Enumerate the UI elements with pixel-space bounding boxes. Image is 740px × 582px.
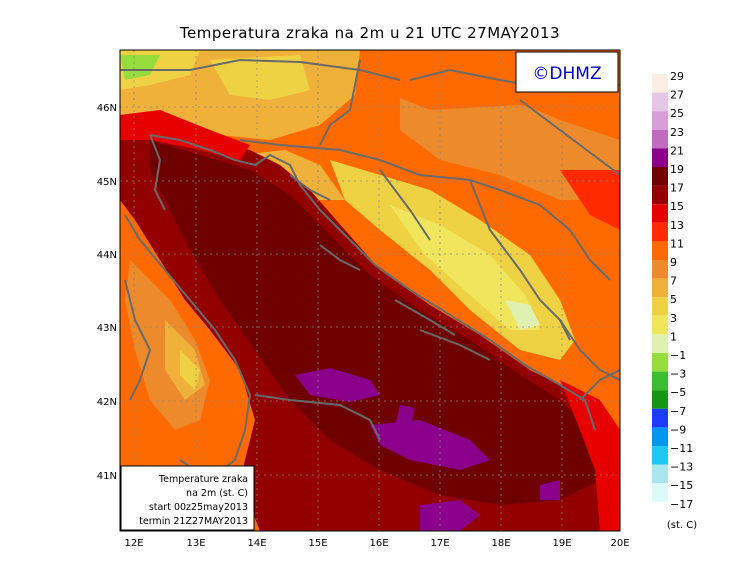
legend-label: −15 (670, 479, 693, 492)
legend-swatch (652, 148, 668, 167)
legend-swatch (652, 241, 668, 260)
map-frame (119, 49, 621, 532)
legend-swatch (652, 297, 668, 316)
legend-swatch (652, 334, 668, 353)
lon-label-13e: 13E (186, 538, 205, 549)
info-line-2: na 2m (st. C) (186, 488, 248, 499)
lon-label-14e: 14E (247, 538, 266, 549)
legend-label: −5 (670, 386, 686, 399)
lat-label-46n: 46N (97, 103, 117, 114)
legend-label: 17 (670, 182, 684, 195)
legend-label: −13 (670, 461, 693, 474)
legend-swatch (652, 483, 668, 502)
legend-swatch (652, 204, 668, 223)
legend-swatch (652, 74, 668, 93)
lat-label-41n: 41N (97, 471, 117, 482)
lat-label-44n: 44N (97, 250, 117, 261)
legend-label: 9 (670, 256, 677, 269)
legend-label: −17 (670, 498, 693, 511)
copyright-text: ©DHMZ (532, 64, 601, 84)
legend-label: −7 (670, 405, 686, 418)
legend-label: −3 (670, 368, 686, 381)
legend-label: 27 (670, 89, 684, 102)
legend-swatch (652, 371, 668, 391)
legend-swatch (652, 427, 668, 446)
lon-label-19e: 19E (552, 538, 571, 549)
lon-label-17e: 17E (430, 538, 449, 549)
legend-swatch (652, 464, 668, 484)
legend-swatch (652, 92, 668, 112)
temperature-map (120, 50, 620, 531)
legend-swatch (652, 315, 668, 335)
lat-label-45n: 45N (97, 177, 117, 188)
legend-label: 13 (670, 219, 684, 232)
map-title: Temperatura zraka na 2m u 21 UTC 27MAY20… (179, 24, 561, 42)
legend-label: −9 (670, 423, 686, 436)
legend-swatch (652, 111, 668, 130)
legend-label: −1 (670, 349, 686, 362)
legend-label: 11 (670, 237, 684, 250)
legend-swatch (652, 129, 668, 149)
legend-label: 7 (670, 275, 677, 288)
legend-swatch (652, 222, 668, 242)
legend-label: 29 (670, 70, 684, 83)
legend-unit: (st. C) (667, 520, 697, 531)
legend-swatch (652, 501, 668, 521)
legend-swatch (652, 185, 668, 205)
legend-label: 25 (670, 107, 684, 120)
color-legend: 29 27 25 23 21 19 17 15 13 11 9 7 5 3 1 −1 −3 −5 −7 −9 −11 −1… (652, 70, 693, 521)
lon-label-16e: 16E (369, 538, 388, 549)
lon-label-18e: 18E (491, 538, 510, 549)
copyright-badge: ©DHMZ (515, 51, 619, 93)
legend-swatch (652, 446, 668, 465)
lon-label-20e: 20E (610, 538, 629, 549)
legend-label: 1 (670, 330, 677, 343)
legend-label: 21 (670, 144, 684, 157)
legend-swatch (652, 260, 668, 279)
lon-label-15e: 15E (308, 538, 327, 549)
legend-label: 5 (670, 293, 677, 306)
legend-swatch (652, 167, 668, 186)
legend-swatch (652, 278, 668, 298)
lat-label-42n: 42N (97, 397, 117, 408)
info-line-1: Temperature zraka (158, 474, 248, 485)
lat-label-43n: 43N (97, 323, 117, 334)
legend-swatch (652, 408, 668, 428)
legend-swatch (652, 353, 668, 372)
info-line-3: start 00z25may2013 (149, 502, 248, 513)
info-line-4: termin 21Z27MAY2013 (139, 516, 248, 527)
legend-label: 19 (670, 163, 684, 176)
legend-swatch (652, 390, 668, 409)
legend-label: −11 (670, 442, 693, 455)
legend-label: 23 (670, 126, 684, 139)
info-box: Temperature zraka na 2m (st. C) start 00… (120, 465, 255, 531)
legend-label: 3 (670, 312, 677, 325)
legend-label: 15 (670, 200, 684, 213)
lon-label-12e: 12E (124, 538, 143, 549)
